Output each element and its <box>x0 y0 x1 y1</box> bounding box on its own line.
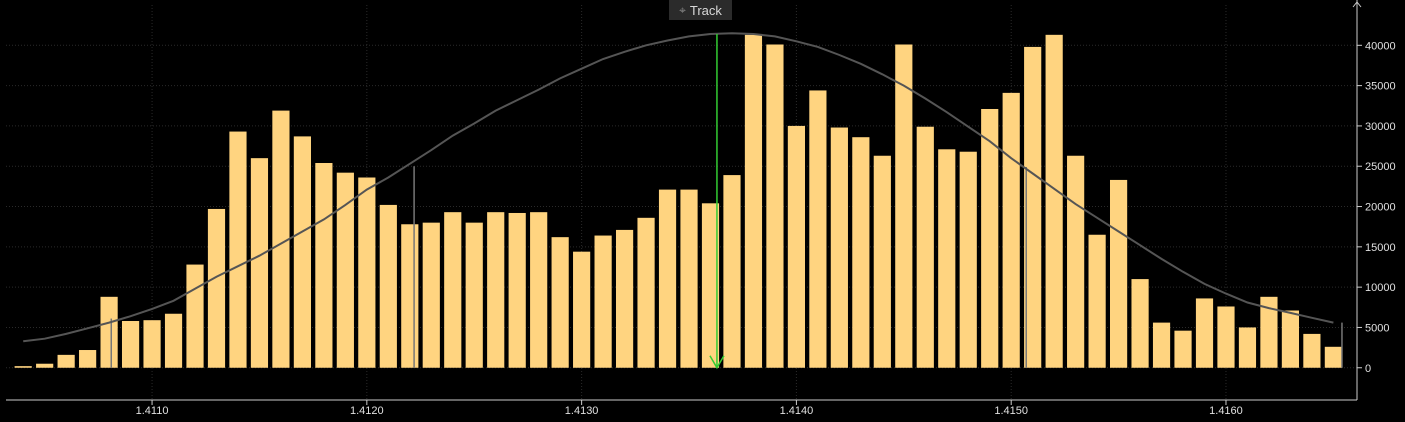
axes <box>6 0 1362 401</box>
y-tick-label: 35000 <box>1365 81 1396 93</box>
bar <box>959 151 977 368</box>
bar <box>57 354 75 368</box>
x-tick-label: 1.4120 <box>350 405 384 417</box>
bar <box>938 149 956 368</box>
bar <box>487 212 505 368</box>
y-tick-label: 5000 <box>1365 322 1389 334</box>
bar <box>1024 46 1042 368</box>
bar <box>79 350 97 368</box>
bar <box>530 212 548 368</box>
y-tick-label: 20000 <box>1365 202 1396 214</box>
distribution-curve <box>23 32 1334 343</box>
bar <box>830 127 848 368</box>
bar <box>873 155 891 368</box>
drop-lines <box>110 166 1343 368</box>
bar <box>551 237 569 368</box>
bar <box>1067 155 1085 368</box>
bar <box>895 44 913 368</box>
bar <box>315 163 333 368</box>
y-axis-arrow <box>1352 1 1362 8</box>
bar <box>594 235 612 368</box>
bar <box>615 229 634 368</box>
bar <box>852 137 870 368</box>
bar <box>1303 333 1321 368</box>
bar <box>100 296 118 368</box>
bar <box>444 212 462 368</box>
x-axis-ticks: 1.4110 1.4120 1.4130 1.4140 1.4150 1.4160 <box>136 400 1243 417</box>
bar <box>272 110 290 368</box>
bar <box>1217 306 1235 368</box>
bar <box>573 251 591 368</box>
y-tick-label: 0 <box>1365 363 1371 375</box>
bar <box>680 189 698 368</box>
bar <box>1109 179 1128 368</box>
bar-series <box>14 34 1342 368</box>
bar <box>36 363 54 368</box>
bar <box>1324 346 1342 368</box>
bar <box>809 90 827 368</box>
bar <box>1131 279 1149 368</box>
bar <box>422 222 440 368</box>
bar <box>701 203 720 368</box>
bar <box>250 158 269 368</box>
x-tick-label: 1.4110 <box>136 405 169 417</box>
bar <box>379 204 397 368</box>
y-tick-label: 10000 <box>1365 282 1396 294</box>
bar <box>787 125 806 368</box>
track-button[interactable]: ⌖ Track <box>669 0 732 20</box>
bar <box>1195 298 1214 368</box>
x-tick-label: 1.4130 <box>565 405 599 417</box>
bar <box>207 208 226 368</box>
bar <box>1238 327 1257 368</box>
y-tick-label: 40000 <box>1365 40 1396 52</box>
y-axis-ticks: 0 5000 10000 15000 20000 25000 30000 35000 40000 <box>1357 40 1396 375</box>
marker-arrow <box>709 355 725 370</box>
bar <box>14 366 32 368</box>
bar <box>1260 296 1278 368</box>
track-button-label: Track <box>689 2 722 18</box>
y-tick-label: 25000 <box>1365 161 1396 173</box>
x-tick-label: 1.4140 <box>780 405 814 417</box>
bar <box>336 172 354 368</box>
bar <box>164 313 183 368</box>
bar <box>1174 330 1192 368</box>
bar <box>401 224 419 368</box>
bar <box>465 222 483 368</box>
bar <box>916 126 934 368</box>
bar <box>293 136 311 368</box>
bar <box>1045 34 1063 368</box>
bar <box>744 34 763 368</box>
bar <box>1002 92 1020 368</box>
bar <box>981 108 999 368</box>
bar <box>508 212 526 368</box>
bar <box>143 320 161 368</box>
bar <box>637 217 655 368</box>
bar <box>1281 310 1300 368</box>
bar <box>186 264 204 368</box>
x-tick-label: 1.4160 <box>1209 405 1243 417</box>
bar <box>1152 322 1171 368</box>
bar <box>121 321 140 368</box>
bar <box>766 44 784 368</box>
y-tick-label: 30000 <box>1365 121 1396 133</box>
x-tick-label: 1.4150 <box>994 405 1028 417</box>
bar <box>358 177 376 368</box>
bar <box>723 175 741 368</box>
crosshair-icon: ⌖ <box>679 2 686 17</box>
bar <box>229 131 247 368</box>
bar <box>658 189 677 368</box>
track-marker <box>709 34 725 370</box>
bar <box>1088 234 1106 368</box>
y-tick-label: 15000 <box>1365 242 1396 254</box>
